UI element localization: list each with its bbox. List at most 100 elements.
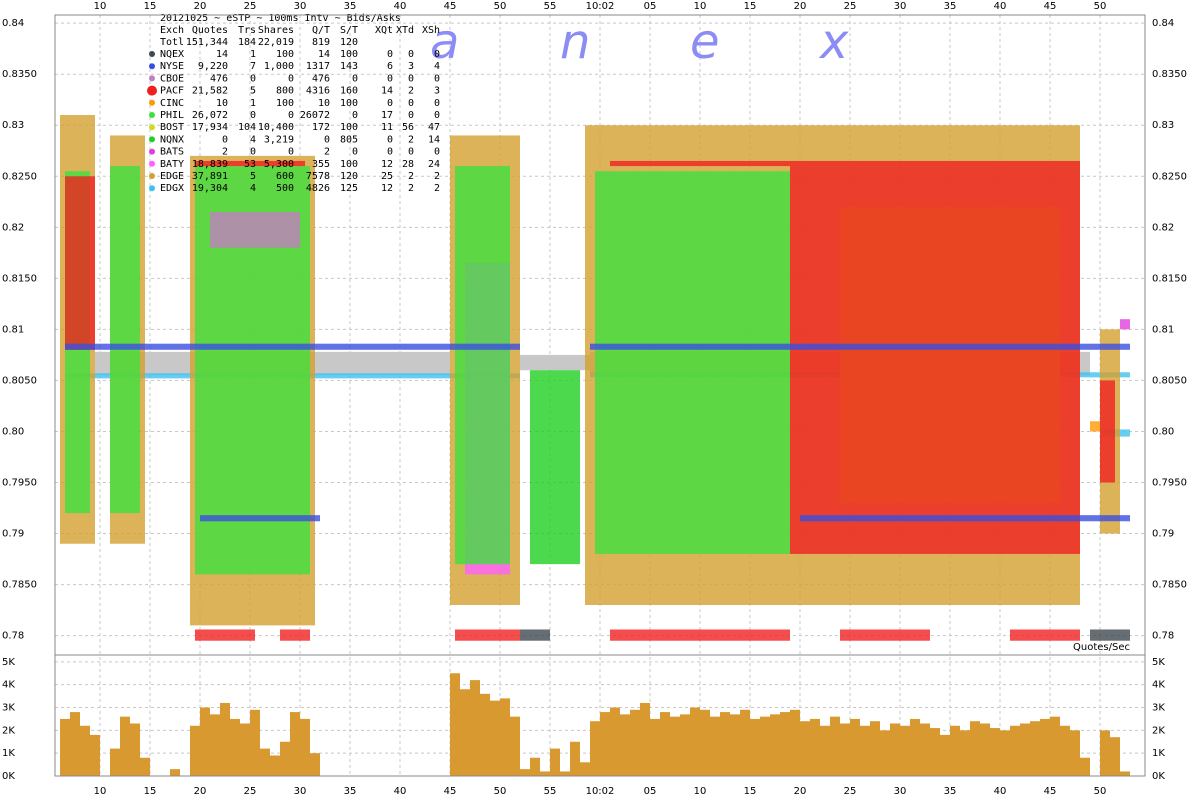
volume-bar (600, 712, 610, 776)
table-cell: 476 (312, 73, 330, 84)
table-cell: Shares (258, 25, 294, 36)
y-tick-label: 0.8250 (2, 171, 37, 182)
volume-bar (470, 680, 480, 776)
table-cell: XSh (422, 25, 440, 36)
y-tick-label: 0.8050 (2, 375, 37, 386)
volume-bar (930, 728, 940, 776)
table-cell: 2 (408, 183, 414, 194)
x-tick-label: 10:02 (586, 1, 615, 12)
legend-label: BATS (160, 147, 184, 158)
legend-marker (149, 136, 155, 143)
volume-bar (90, 734, 100, 776)
y-tick-label: 5K (1152, 657, 1165, 668)
table-cell: 26,072 (192, 110, 228, 121)
watermark-letter: n (560, 14, 590, 70)
table-cell: 0 (288, 110, 294, 121)
table-cell: 21,582 (192, 86, 228, 97)
table-cell: 11 (381, 122, 393, 133)
x-tick-label: 40 (394, 786, 407, 797)
table-cell: 2 (434, 171, 440, 182)
watermark-letter: x (818, 14, 849, 70)
volume-bar (270, 755, 280, 776)
table-cell: 22,019 (258, 37, 294, 48)
volume-bar (950, 725, 960, 776)
volume-bar (460, 689, 470, 776)
table-cell: 0 (250, 73, 256, 84)
volume-bar (620, 714, 630, 776)
legend-marker (149, 160, 155, 167)
table-cell: 2 (324, 147, 330, 158)
legend-label: CINC (160, 98, 184, 109)
quote-range (65, 343, 520, 350)
volume-bar (480, 693, 490, 776)
volume-bar (140, 757, 150, 776)
table-cell: 125 (340, 183, 358, 194)
y-tick-label: 2K (1152, 725, 1165, 736)
table-cell: 2 (222, 147, 228, 158)
x-tick-label: 10 (94, 786, 107, 797)
table-cell: 355 (312, 159, 330, 170)
volume-bar (980, 723, 990, 776)
y-tick-label: 4K (2, 680, 15, 691)
table-cell: 0 (387, 73, 393, 84)
table-cell: 10,400 (258, 122, 294, 133)
table-cell: 2 (408, 171, 414, 182)
table-cell: 7 (250, 61, 256, 72)
table-cell: 0 (324, 134, 330, 145)
volume-bar (910, 718, 920, 776)
x-tick-label: 15 (144, 1, 157, 12)
y-tick-label: 0.82 (1152, 222, 1174, 233)
chart-title: 20121025 ~ eSTP ~ 100ms Intv ~ Bids/Asks (160, 13, 401, 24)
x-tick-label: 35 (344, 1, 357, 12)
volume-bar (750, 718, 760, 776)
volume-bar (730, 714, 740, 776)
y-tick-label: 3K (2, 703, 15, 714)
legend-marker (149, 75, 155, 82)
quote-range (590, 343, 1130, 350)
volume-bar (1070, 730, 1080, 776)
y-tick-label: 0.8350 (2, 69, 37, 80)
volume-bar (1050, 716, 1060, 776)
volume-bar (800, 721, 810, 776)
volume-bar (520, 769, 530, 776)
table-cell: 25 (381, 171, 393, 182)
volume-bar (830, 716, 840, 776)
x-tick-label: 25 (244, 786, 257, 797)
table-cell: 14 (428, 134, 440, 145)
legend-marker (149, 148, 155, 155)
table-cell: 12 (381, 159, 393, 170)
volume-bar (710, 716, 720, 776)
x-tick-label: 50 (494, 786, 507, 797)
volume-bar (650, 718, 660, 776)
x-tick-label: 45 (444, 1, 457, 12)
table-cell: 805 (340, 134, 358, 145)
y-tick-label: 0.8350 (1152, 69, 1187, 80)
table-cell: Exch (160, 25, 184, 36)
y-tick-label: 0K (1152, 771, 1165, 782)
volume-bar (240, 723, 250, 776)
table-cell: 151,344 (186, 37, 228, 48)
volume-bar (310, 753, 320, 776)
legend-label: EDGE (160, 171, 184, 182)
table-cell: 100 (340, 98, 358, 109)
volume-bar (130, 723, 140, 776)
quote-range (1100, 380, 1115, 483)
table-cell: 0 (408, 110, 414, 121)
y-tick-label: 0.79 (2, 529, 24, 540)
volume-bar (630, 709, 640, 776)
volume-bar (1110, 737, 1120, 776)
volume-bar (450, 673, 460, 776)
table-cell: 819 (312, 37, 330, 48)
x-tick-label: 45 (444, 786, 457, 797)
table-cell: 100 (340, 122, 358, 133)
table-cell: 56 (402, 122, 414, 133)
table-cell: 17,934 (192, 122, 228, 133)
volume-bar (1080, 757, 1090, 776)
y-tick-label: 0.79 (1152, 529, 1174, 540)
volume-bar (850, 718, 860, 776)
y-tick-label: 1K (2, 748, 15, 759)
x-tick-label: 25 (244, 1, 257, 12)
table-cell: Q/T (312, 25, 330, 36)
table-cell: 0 (434, 110, 440, 121)
legend-label: PHIL (160, 110, 184, 121)
